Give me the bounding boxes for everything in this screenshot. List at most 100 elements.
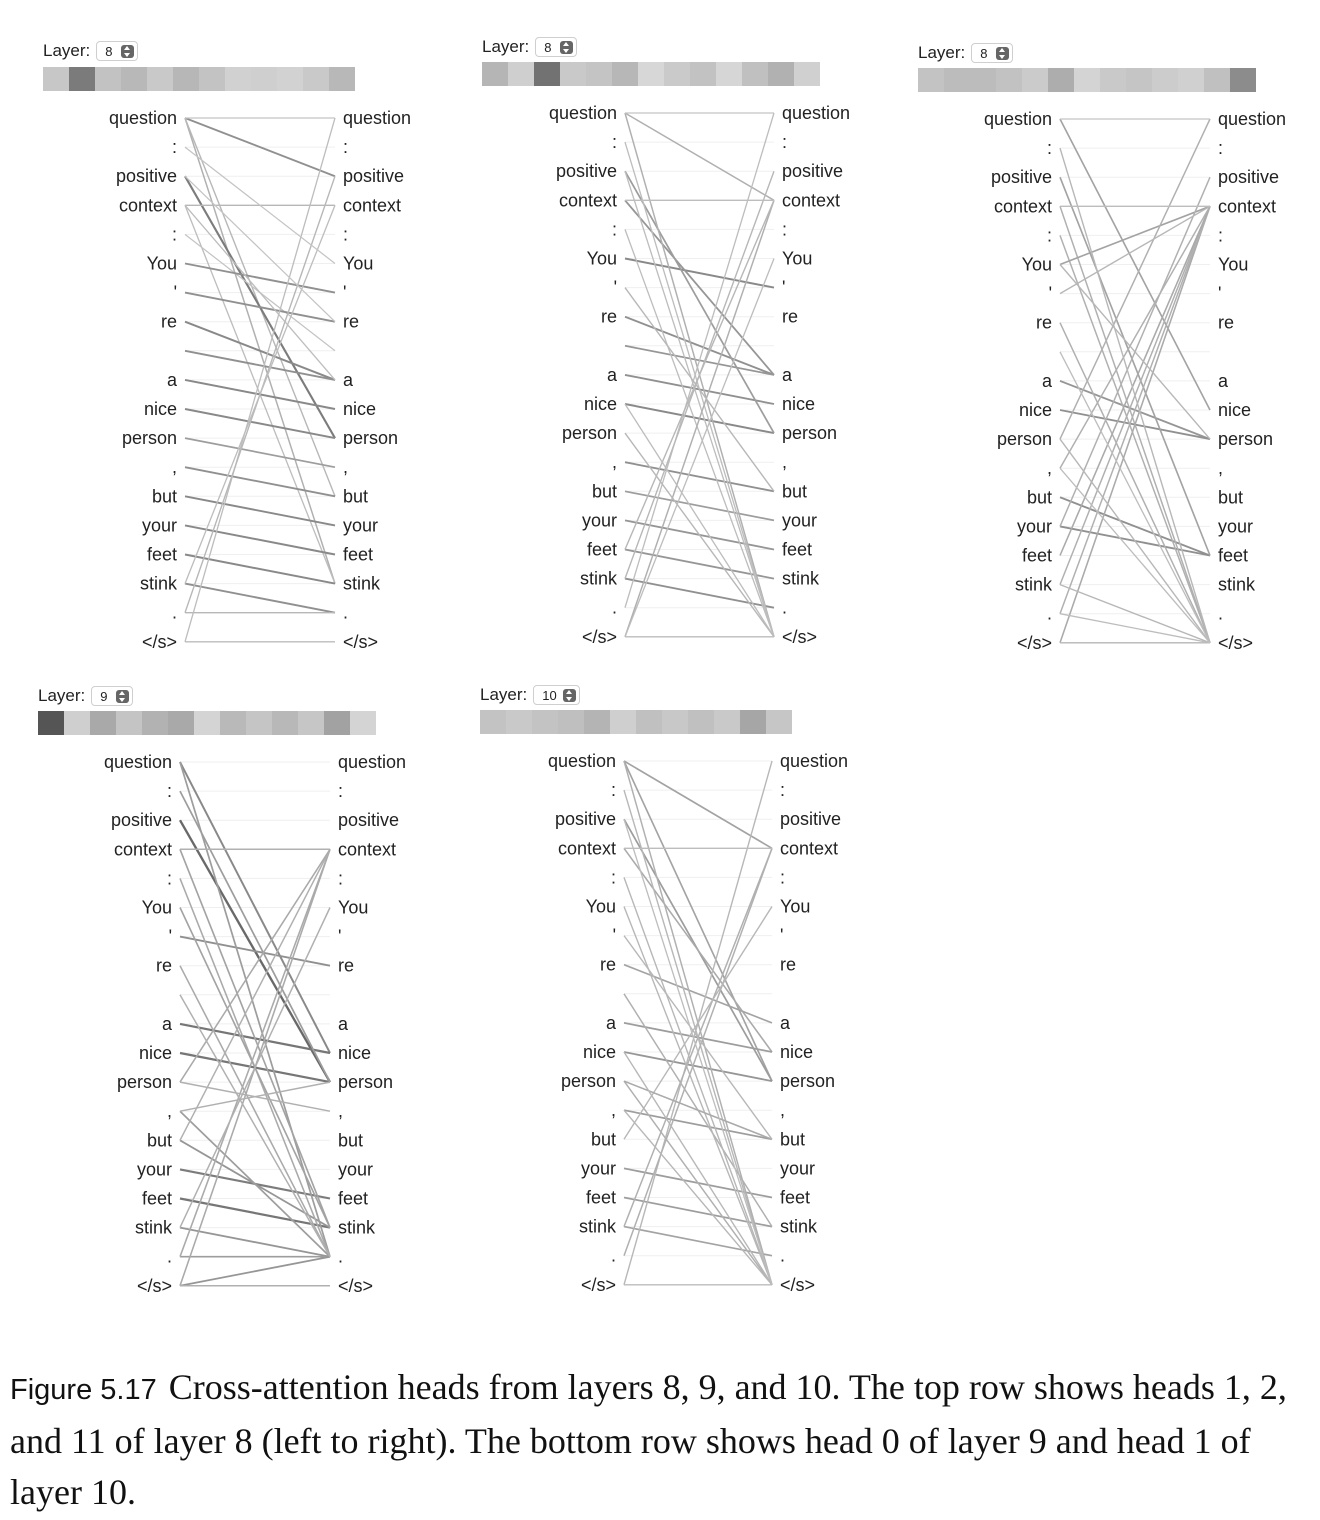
left-token[interactable]: your (581, 1158, 616, 1178)
head-cell-9[interactable] (277, 67, 303, 91)
right-token[interactable]: context (338, 839, 396, 859)
head-cell-10[interactable] (1178, 68, 1204, 92)
right-token[interactable]: question (338, 752, 406, 772)
right-token[interactable]: feet (780, 1188, 810, 1208)
right-token[interactable]: . (338, 1247, 343, 1267)
right-token[interactable]: You (338, 898, 368, 918)
left-token[interactable]: re (1036, 313, 1052, 333)
right-token[interactable]: context (782, 190, 840, 210)
left-token[interactable]: ' (614, 278, 617, 298)
left-token[interactable]: positive (111, 810, 172, 830)
right-token[interactable]: nice (780, 1042, 813, 1062)
left-token[interactable]: positive (991, 167, 1052, 187)
head-cell-9[interactable] (272, 711, 298, 735)
left-token[interactable]: a (607, 365, 618, 385)
left-token[interactable]: : (611, 780, 616, 800)
right-token[interactable]: your (343, 515, 378, 535)
right-token[interactable]: . (343, 603, 348, 623)
right-token[interactable]: feet (1218, 546, 1248, 566)
right-token[interactable]: , (343, 457, 348, 477)
head-cell-0[interactable] (918, 68, 944, 92)
left-token[interactable]: positive (555, 809, 616, 829)
right-token[interactable]: You (343, 254, 373, 274)
head-cell-12[interactable] (1230, 68, 1256, 92)
left-token[interactable]: person (117, 1072, 172, 1092)
right-token[interactable]: a (338, 1014, 349, 1034)
left-token[interactable]: : (172, 224, 177, 244)
right-token[interactable]: but (780, 1129, 805, 1149)
left-token[interactable]: , (612, 452, 617, 472)
left-token[interactable]: positive (116, 166, 177, 186)
left-token[interactable]: ' (613, 926, 616, 946)
head-cell-7[interactable] (662, 710, 688, 734)
left-token[interactable]: feet (587, 540, 617, 560)
right-token[interactable]: </s> (780, 1275, 815, 1295)
right-token[interactable]: a (780, 1013, 791, 1033)
right-token[interactable]: stink (338, 1218, 376, 1238)
head-cell-2[interactable] (532, 710, 558, 734)
head-cell-7[interactable] (1100, 68, 1126, 92)
left-token[interactable]: </s> (582, 627, 617, 647)
right-token[interactable]: : (780, 780, 785, 800)
right-token[interactable]: nice (338, 1043, 371, 1063)
head-cell-2[interactable] (970, 68, 996, 92)
head-cell-12[interactable] (350, 711, 376, 735)
left-token[interactable]: You (1022, 255, 1052, 275)
left-token[interactable]: : (167, 781, 172, 801)
left-token[interactable]: a (606, 1013, 617, 1033)
left-token[interactable]: your (142, 515, 177, 535)
left-token[interactable]: question (109, 108, 177, 128)
head-cell-4[interactable] (147, 67, 173, 91)
left-token[interactable]: ' (169, 927, 172, 947)
head-cell-2[interactable] (95, 67, 121, 91)
right-token[interactable]: . (780, 1246, 785, 1266)
right-token[interactable]: </s> (782, 627, 817, 647)
right-token[interactable]: . (782, 598, 787, 618)
left-token[interactable]: nice (1019, 400, 1052, 420)
left-token[interactable]: your (582, 510, 617, 530)
left-token[interactable]: , (1047, 458, 1052, 478)
right-token[interactable]: ' (338, 927, 341, 947)
right-token[interactable]: positive (780, 809, 841, 829)
left-token[interactable]: stink (140, 574, 178, 594)
left-token[interactable]: question (984, 109, 1052, 129)
head-cell-4[interactable] (1022, 68, 1048, 92)
left-token[interactable]: , (611, 1100, 616, 1120)
head-cell-10[interactable] (298, 711, 324, 735)
left-token[interactable]: question (549, 103, 617, 123)
head-cell-7[interactable] (664, 62, 690, 86)
left-token[interactable]: a (1042, 371, 1053, 391)
right-token[interactable]: your (338, 1159, 373, 1179)
left-token[interactable]: nice (584, 394, 617, 414)
left-token[interactable]: : (172, 137, 177, 157)
head-cell-4[interactable] (584, 710, 610, 734)
left-token[interactable]: but (147, 1130, 172, 1150)
head-cell-4[interactable] (142, 711, 168, 735)
right-token[interactable]: feet (343, 545, 373, 565)
left-token[interactable]: context (119, 195, 177, 215)
head-cell-11[interactable] (768, 62, 794, 86)
right-token[interactable]: nice (343, 399, 376, 419)
head-cell-3[interactable] (121, 67, 147, 91)
right-token[interactable]: positive (338, 810, 399, 830)
left-token[interactable]: context (114, 839, 172, 859)
head-cell-9[interactable] (716, 62, 742, 86)
right-token[interactable]: person (782, 423, 837, 443)
head-cell-0[interactable] (38, 711, 64, 735)
head-cell-1[interactable] (69, 67, 95, 91)
left-token[interactable]: person (997, 429, 1052, 449)
head-cell-1[interactable] (64, 711, 90, 735)
right-token[interactable]: a (1218, 371, 1229, 391)
head-cell-0[interactable] (43, 67, 69, 91)
left-token[interactable]: ' (1049, 284, 1052, 304)
left-token[interactable]: context (559, 190, 617, 210)
left-token[interactable]: re (161, 312, 177, 332)
head-cell-10[interactable] (303, 67, 329, 91)
right-token[interactable]: a (343, 370, 354, 390)
right-token[interactable]: . (1218, 604, 1223, 624)
left-token[interactable]: positive (556, 161, 617, 181)
left-token[interactable]: </s> (142, 632, 177, 652)
right-token[interactable]: , (780, 1100, 785, 1120)
left-token[interactable]: question (548, 751, 616, 771)
right-token[interactable]: your (782, 510, 817, 530)
